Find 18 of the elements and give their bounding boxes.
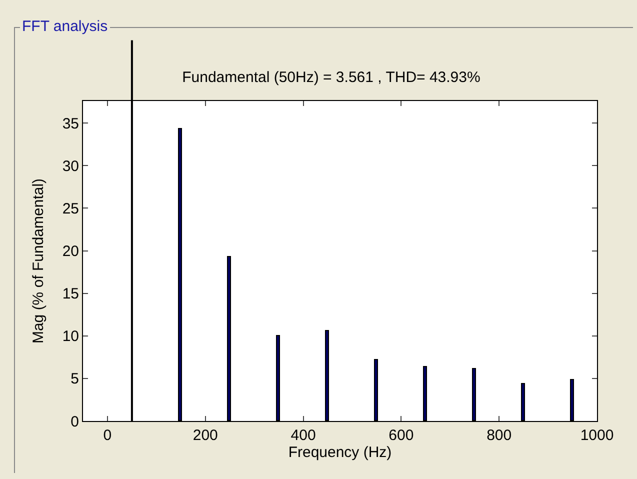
- y-tick-label: 25: [62, 200, 79, 218]
- x-tick-label: 800: [486, 427, 512, 444]
- x-tick-label: 600: [388, 427, 414, 444]
- y-tick-label: 35: [62, 115, 79, 132]
- x-tick-label: 0: [103, 427, 112, 444]
- y-tick-label: 20: [62, 243, 79, 260]
- y-tick-label: 10: [62, 328, 79, 346]
- y-tick-label: 30: [62, 158, 79, 175]
- y-tick-label: 15: [62, 286, 79, 303]
- x-tick-label: 400: [290, 427, 316, 444]
- chart-title: Fundamental (50Hz) = 3.561 , THD= 43.93%: [182, 68, 480, 86]
- y-axis-title: Mag (% of Fundamental): [30, 178, 47, 344]
- x-axis-title: Frequency (Hz): [288, 444, 392, 461]
- x-tick-label: 200: [192, 427, 218, 444]
- x-tick-label: 1000: [580, 427, 614, 444]
- y-tick-label: 5: [70, 370, 79, 388]
- text: FFT analysis: [20, 18, 110, 35]
- y-tick-label: 0: [70, 413, 79, 430]
